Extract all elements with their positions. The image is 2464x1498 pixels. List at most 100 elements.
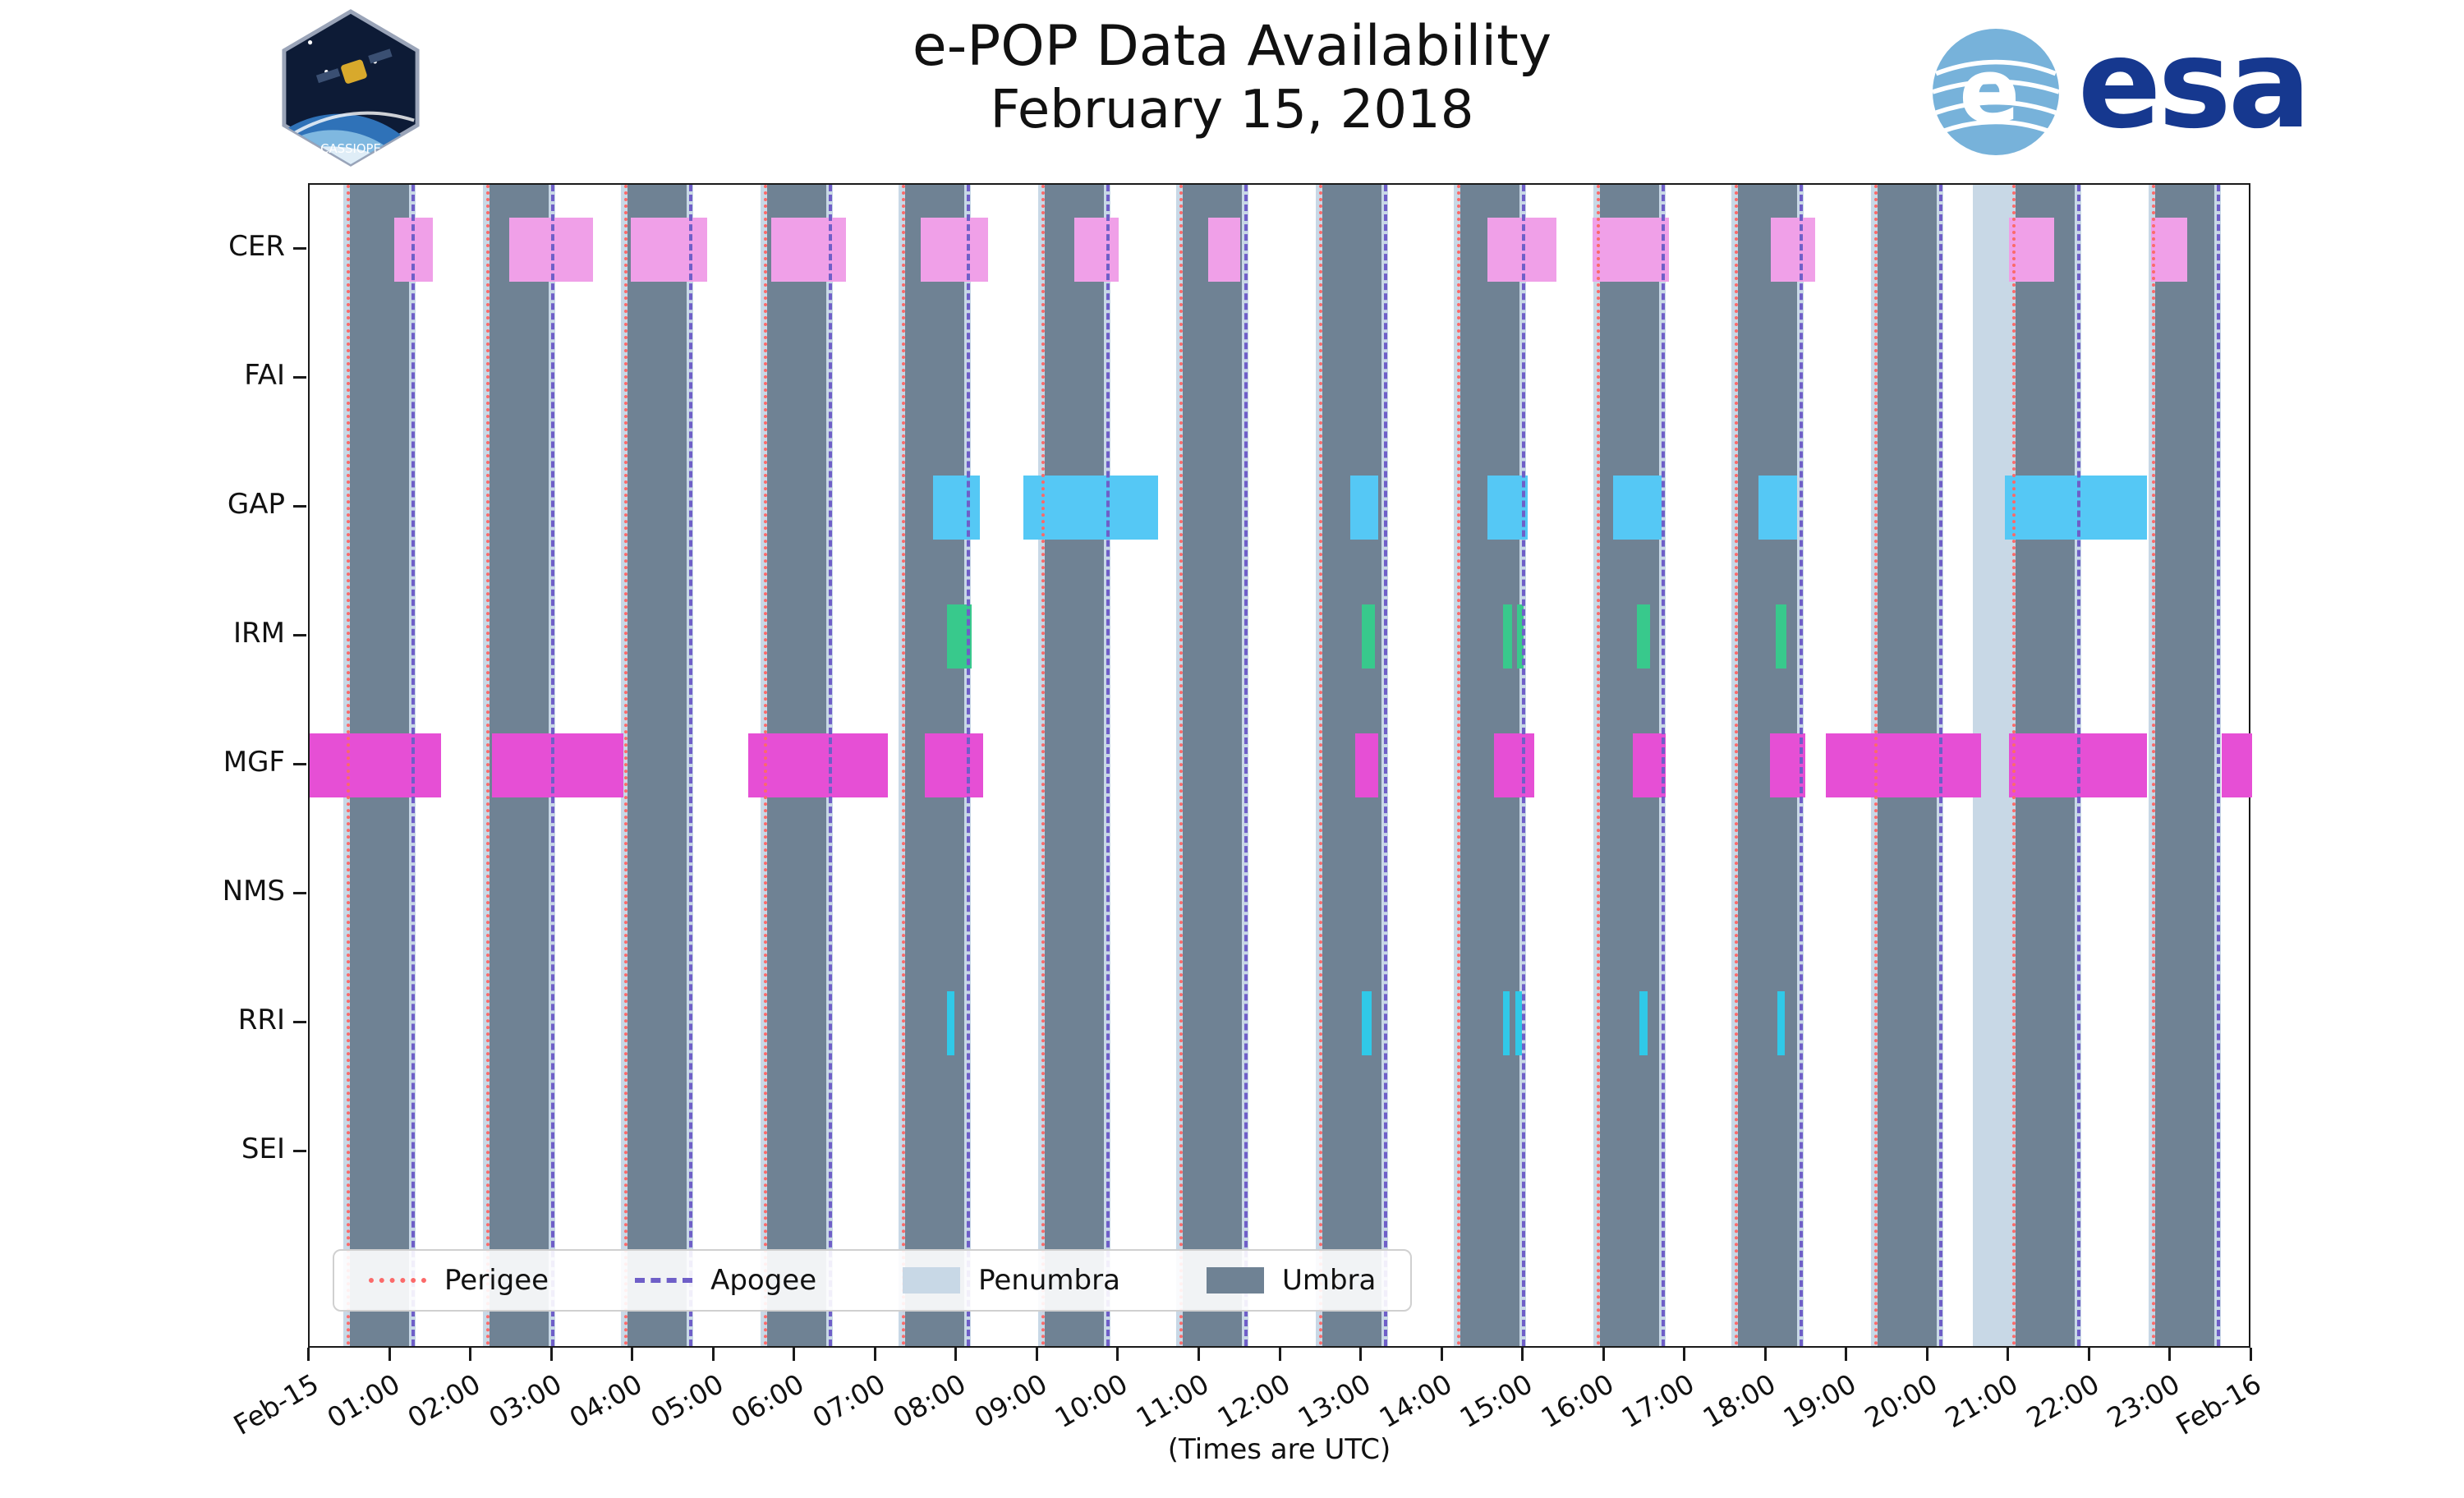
- apogee-line: [1244, 185, 1248, 1346]
- availability-bar-cer: [770, 217, 847, 282]
- umbra-band: [2154, 185, 2214, 1346]
- availability-bar-gap: [1612, 475, 1662, 540]
- legend-item-umbra: Umbra: [1206, 1264, 1376, 1297]
- availability-bar-gap: [2005, 475, 2147, 540]
- y-tick: [293, 504, 306, 508]
- x-tick: [1683, 1348, 1686, 1361]
- legend-item-apogee: Apogee: [635, 1264, 816, 1297]
- y-axis-label-rri: RRI: [237, 1003, 285, 1036]
- availability-bar-gap: [1023, 475, 1158, 540]
- availability-bar-rri: [1777, 990, 1786, 1055]
- availability-bar-mgf: [310, 733, 441, 797]
- legend-label: Perigee: [444, 1264, 549, 1297]
- perigee-line: [902, 185, 906, 1346]
- x-tick: [549, 1348, 553, 1361]
- perigee-line: [347, 185, 351, 1346]
- esa-logo-wordmark: esa: [2077, 13, 2311, 156]
- availability-bar-irm: [1362, 604, 1375, 669]
- x-tick: [1602, 1348, 1605, 1361]
- legend: Perigee Apogee Penumbra Umbra: [333, 1249, 1413, 1312]
- availability-bar-mgf: [748, 733, 888, 797]
- umbra-band: [1044, 185, 1104, 1346]
- cassiope-logo-label: CASSIOPE: [320, 142, 381, 156]
- legend-swatch-umbra: [1206, 1267, 1264, 1294]
- availability-bar-cer: [2009, 217, 2054, 282]
- x-tick: [1359, 1348, 1363, 1361]
- availability-bar-irm: [1775, 604, 1787, 669]
- legend-item-perigee: Perigee: [369, 1264, 549, 1297]
- plot-area: Perigee Apogee Penumbra Umbra: [308, 183, 2252, 1348]
- availability-bar-mgf: [1769, 733, 1806, 797]
- y-tick: [293, 1020, 306, 1023]
- availability-bar-cer: [1074, 217, 1119, 282]
- x-tick: [954, 1348, 958, 1361]
- perigee-line: [624, 185, 628, 1346]
- availability-bar-cer: [1487, 217, 1556, 282]
- availability-bar-irm: [1637, 604, 1650, 669]
- apogee-line: [2216, 185, 2220, 1346]
- y-tick: [293, 375, 306, 379]
- chart-title-line2: February 15, 2018: [990, 80, 1474, 141]
- y-tick: [293, 1149, 306, 1152]
- x-tick: [1116, 1348, 1119, 1361]
- availability-bar-cer: [1207, 217, 1241, 282]
- y-axis-label-nms: NMS: [222, 874, 285, 908]
- availability-bar-mgf: [1493, 733, 1534, 797]
- legend-label: Penumbra: [978, 1264, 1120, 1297]
- availability-bar-irm: [1517, 604, 1524, 669]
- availability-bar-rri: [1639, 990, 1648, 1055]
- apogee-line: [1383, 185, 1387, 1346]
- availability-bar-cer: [631, 217, 707, 282]
- x-tick: [711, 1348, 715, 1361]
- perigee-line: [1873, 185, 1878, 1346]
- perigee-line: [763, 185, 767, 1346]
- availability-bar-cer: [1592, 217, 1670, 282]
- y-axis-label-sei: SEI: [241, 1132, 285, 1165]
- apogee-line: [2077, 185, 2081, 1346]
- perigee-line: [2012, 185, 2016, 1346]
- perigee-line: [1318, 185, 1322, 1346]
- x-tick: [2087, 1348, 2090, 1361]
- y-tick: [293, 762, 306, 765]
- perigee-line: [1041, 185, 1045, 1346]
- y-axis-label-gap: GAP: [227, 487, 285, 521]
- perigee-line: [2151, 185, 2155, 1346]
- availability-bar-mgf: [1633, 733, 1666, 797]
- legend-item-penumbra: Penumbra: [903, 1264, 1120, 1297]
- legend-swatch-penumbra: [903, 1267, 961, 1294]
- x-tick: [2007, 1348, 2010, 1361]
- apogee-line: [828, 185, 832, 1346]
- perigee-line: [1735, 185, 1739, 1346]
- x-tick: [307, 1348, 310, 1361]
- chart-title-line1: e-POP Data Availability: [912, 14, 1552, 79]
- availability-bar-rri: [946, 990, 955, 1055]
- x-tick: [1278, 1348, 1281, 1361]
- x-tick: [1440, 1348, 1443, 1361]
- legend-swatch-perigee: [369, 1278, 426, 1283]
- availability-bar-cer: [1770, 217, 1815, 282]
- x-tick: [2168, 1348, 2172, 1361]
- y-tick: [293, 246, 306, 250]
- x-tick: [793, 1348, 796, 1361]
- perigee-line: [1596, 185, 1600, 1346]
- availability-bar-mgf: [491, 733, 624, 797]
- y-tick: [293, 891, 306, 894]
- legend-label: Apogee: [710, 1264, 817, 1297]
- x-tick: [1925, 1348, 1928, 1361]
- availability-bar-gap: [1487, 475, 1529, 540]
- availability-bar-gap: [1758, 475, 1798, 540]
- availability-bar-gap: [1350, 475, 1378, 540]
- y-axis-label-fai: FAI: [244, 358, 285, 392]
- x-tick: [1035, 1348, 1038, 1361]
- apogee-line: [967, 185, 971, 1346]
- esa-logo: e esa: [1927, 13, 2311, 161]
- x-tick: [1845, 1348, 1848, 1361]
- availability-bar-rri: [1502, 990, 1510, 1055]
- x-tick: [1197, 1348, 1200, 1361]
- availability-bar-irm: [1502, 604, 1513, 669]
- apogee-line: [1938, 185, 1942, 1346]
- apogee-line: [1522, 185, 1526, 1346]
- apogee-line: [1800, 185, 1804, 1346]
- umbra-band: [1183, 185, 1243, 1346]
